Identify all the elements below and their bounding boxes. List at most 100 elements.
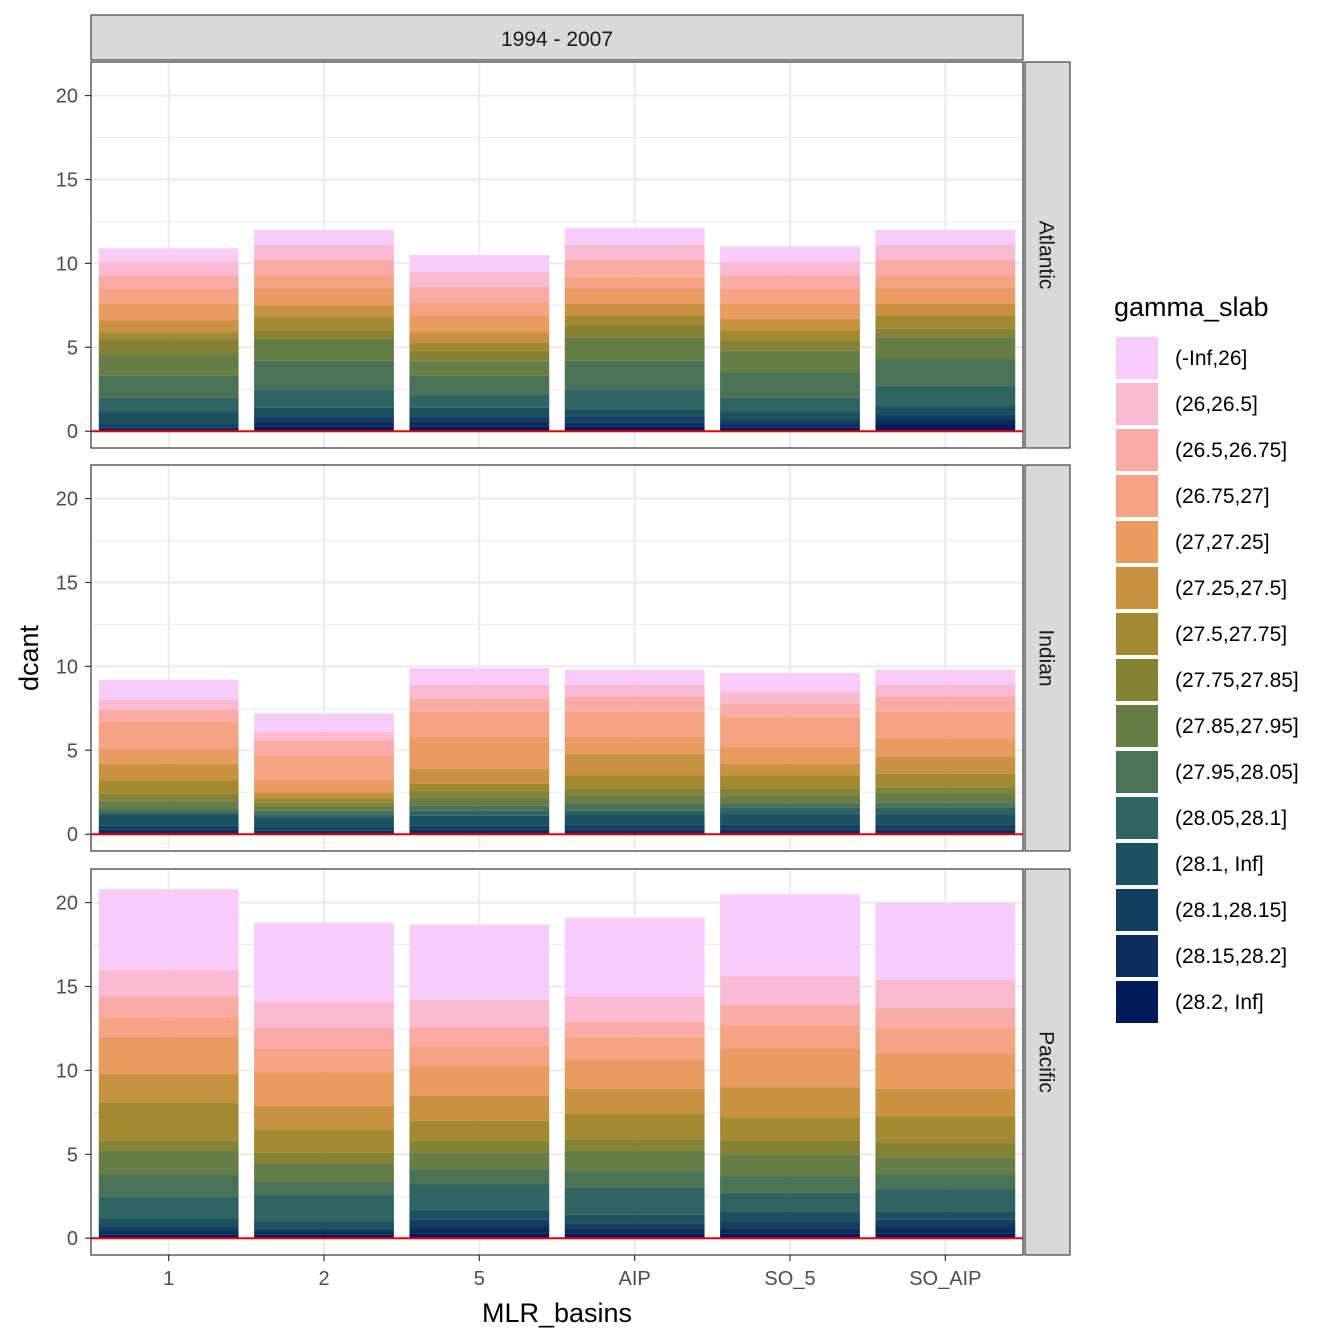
bar-segment <box>875 802 1016 808</box>
bar-stack-5 <box>409 668 550 835</box>
bar-segment <box>254 317 394 331</box>
bar-segment <box>564 1114 705 1140</box>
bar-segment <box>564 288 705 304</box>
bar-segment <box>564 804 705 811</box>
bar-segment <box>875 414 1016 420</box>
bar-segment <box>720 303 860 319</box>
bar-segment <box>254 731 394 741</box>
bar-segment <box>720 1233 860 1239</box>
legend-label: (27.75,27.85] <box>1175 669 1299 692</box>
bar-segment <box>254 1028 394 1049</box>
bar-segment <box>720 350 860 373</box>
bar-segment <box>98 763 239 781</box>
bar-segment <box>409 1026 550 1046</box>
bar-segment <box>875 1088 1016 1116</box>
facet-strip-right <box>1024 868 1071 1256</box>
bar-segment <box>564 422 705 427</box>
y-tick-label: 0 <box>67 1228 78 1250</box>
legend-key <box>1116 705 1158 747</box>
bar-segment <box>409 375 550 395</box>
bar-stack-aip <box>564 669 705 835</box>
bar-segment <box>564 669 705 685</box>
bar-stack-2 <box>254 922 394 1239</box>
bar-segment <box>254 1228 394 1232</box>
legend-key <box>1116 521 1158 563</box>
y-tick-label: 10 <box>56 253 78 275</box>
bar-stack-so_5 <box>720 894 860 1239</box>
bar-segment <box>98 1234 239 1239</box>
bar-segment <box>98 288 239 304</box>
bar-segment <box>875 773 1016 788</box>
bar-stack-1 <box>98 889 239 1239</box>
bar-segment <box>564 1171 705 1188</box>
x-tick-label: SO_AIP <box>909 1268 981 1290</box>
bar-segment <box>875 1219 1016 1227</box>
bar-segment <box>254 713 394 732</box>
bar-segment <box>720 372 860 398</box>
bar-segment <box>254 421 394 427</box>
bar-segment <box>720 814 860 825</box>
legend-key <box>1116 981 1158 1023</box>
bar-segment <box>254 1231 394 1235</box>
x-tick-label: SO_5 <box>764 1268 815 1290</box>
legend-label: (26.5,26.75] <box>1175 439 1287 462</box>
panel-border <box>90 868 1024 1256</box>
bar-segment <box>409 255 550 272</box>
legend-label: (28.1,28.15] <box>1175 899 1287 922</box>
bar-segment <box>564 325 705 338</box>
legend-label: (26.75,27] <box>1175 485 1270 508</box>
legend-label: (27.25,27.5] <box>1175 577 1287 600</box>
facet-row-label: Pacific <box>1035 1031 1058 1093</box>
bar-segment <box>564 337 705 361</box>
bar-segment <box>875 1008 1016 1029</box>
bar-segment <box>98 354 239 376</box>
bar-segment <box>875 337 1016 360</box>
bar-segment <box>720 763 860 776</box>
bar-segment <box>564 696 705 712</box>
legend-key <box>1116 797 1158 839</box>
facet-strip-right <box>1024 464 1071 852</box>
bar-segment <box>409 301 550 316</box>
bar-segment <box>409 815 550 826</box>
bar-segment <box>98 338 239 355</box>
bar-segment <box>720 824 860 830</box>
bar-segment <box>564 416 705 423</box>
bar-segment <box>409 924 550 1000</box>
bar-segment <box>720 1228 860 1234</box>
y-axis-title: dcant <box>14 624 44 691</box>
bar-segment <box>875 244 1016 261</box>
bar-segment <box>409 711 550 737</box>
bar-segment <box>254 740 394 756</box>
bar-segment <box>254 305 394 318</box>
x-tick-label: 1 <box>163 1268 174 1290</box>
bar-segment <box>875 757 1016 774</box>
bar-segment <box>409 790 550 798</box>
bar-segment <box>720 1087 860 1118</box>
panel-pacific: 0 5 10 15 20 Pacific 1 2 5 AIP SO_5 SO_AIP <box>56 868 1071 1290</box>
bar-segment <box>720 1154 860 1177</box>
bar-segment <box>875 288 1016 304</box>
bar-segment <box>564 824 705 830</box>
bar-segment <box>875 669 1016 685</box>
bar-segment <box>254 922 394 1002</box>
bar-segment <box>98 748 239 764</box>
bar-segment <box>564 1214 705 1224</box>
bar-stack-1 <box>98 248 239 432</box>
legend-label: (26,26.5] <box>1175 393 1258 416</box>
facet-strip-right <box>1024 61 1071 449</box>
bar-segment <box>409 829 550 833</box>
y-tick-label: 10 <box>56 656 78 678</box>
bar-segment <box>720 1025 860 1049</box>
y-tick-label: 20 <box>56 489 78 511</box>
bar-segment <box>98 812 239 815</box>
bar-segment <box>254 797 394 803</box>
bar-segment <box>720 691 860 704</box>
legend-label: (28.15,28.2] <box>1175 945 1287 968</box>
bar-segment <box>564 1060 705 1089</box>
bar-segment <box>254 426 394 432</box>
bar-segment <box>875 684 1016 697</box>
bar-segment <box>254 1221 394 1229</box>
bar-segment <box>720 419 860 425</box>
panel-atlantic: 0 5 10 15 20 Atlantic <box>56 61 1071 449</box>
bar-segment <box>98 996 239 1017</box>
